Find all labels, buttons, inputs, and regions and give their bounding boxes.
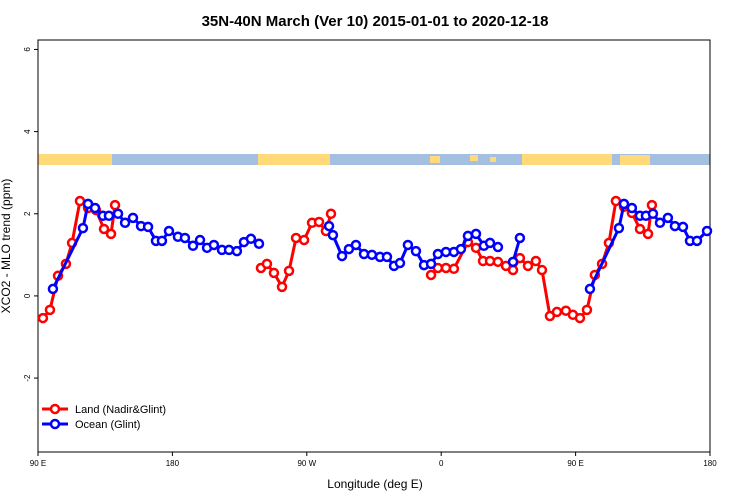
data-point	[381, 251, 393, 263]
data-point	[662, 212, 674, 224]
data-point	[492, 241, 504, 253]
data-point	[410, 245, 422, 257]
data-point	[89, 202, 101, 214]
data-point	[253, 238, 265, 249]
data-point	[514, 232, 526, 244]
data-point	[701, 225, 713, 237]
data-point	[610, 195, 622, 207]
data-point	[484, 237, 496, 249]
data-point	[276, 281, 288, 293]
x-tick-label: 0	[439, 459, 444, 468]
data-point	[536, 264, 548, 276]
data-point	[677, 221, 689, 233]
series-line	[51, 202, 709, 290]
x-tick-label: 180	[166, 459, 180, 468]
data-point	[268, 267, 280, 279]
data-point	[530, 255, 542, 267]
data-point	[223, 244, 235, 256]
data-point	[394, 257, 406, 269]
data-point	[522, 260, 534, 272]
data-point	[47, 283, 59, 295]
data-point	[647, 208, 659, 220]
plot-frame	[37, 39, 711, 453]
data-point	[37, 312, 49, 324]
data-point	[646, 199, 658, 211]
data-point	[642, 228, 654, 240]
data-point	[112, 208, 124, 220]
data-point	[366, 249, 378, 261]
data-point	[187, 240, 199, 252]
data-point	[455, 243, 467, 255]
data-point	[109, 199, 121, 211]
y-tick-label: 4	[23, 129, 32, 134]
data-point	[492, 256, 504, 268]
data-point	[574, 312, 586, 324]
data-point	[127, 212, 139, 224]
data-point	[231, 245, 243, 257]
data-point	[44, 304, 56, 316]
data-point	[470, 228, 482, 240]
map-strip	[38, 154, 710, 165]
data-point	[208, 239, 220, 251]
data-point	[402, 239, 414, 251]
y-tick-label: 6	[23, 47, 32, 52]
data-point	[74, 195, 86, 207]
data-point	[283, 265, 295, 277]
legend-marker	[49, 403, 61, 415]
data-point	[425, 258, 437, 270]
data-point	[327, 229, 339, 241]
data-point	[507, 264, 519, 276]
data-point	[156, 235, 168, 247]
data-point	[325, 208, 337, 220]
y-tick-label: 2	[23, 211, 32, 216]
data-point	[669, 220, 681, 232]
data-point	[425, 269, 437, 281]
data-point	[103, 210, 115, 222]
data-point	[350, 239, 362, 251]
data-point	[584, 283, 596, 295]
y-axis-label: XCO2 - MLO trend (ppm)	[0, 179, 13, 314]
data-point	[323, 220, 335, 232]
x-tick-label: 90 W	[297, 459, 316, 468]
data-point	[261, 258, 273, 270]
data-point	[507, 256, 519, 268]
data-point	[179, 232, 191, 244]
data-point	[313, 216, 325, 228]
data-point	[618, 198, 630, 210]
legend-label: Ocean (Glint)	[75, 419, 140, 431]
data-point	[551, 306, 563, 318]
x-tick-label: 180	[703, 459, 717, 468]
data-point	[462, 230, 474, 242]
data-point	[142, 221, 154, 233]
data-point	[105, 228, 117, 240]
data-point	[634, 223, 646, 235]
legend-label: Land (Nadir&Glint)	[75, 404, 166, 416]
data-point	[613, 222, 625, 234]
data-point	[98, 223, 110, 235]
y-tick-label: -2	[23, 374, 32, 382]
data-point	[245, 233, 257, 245]
data-point	[194, 234, 206, 246]
data-point	[626, 202, 638, 214]
data-point	[654, 217, 666, 229]
y-tick-label: 0	[23, 293, 32, 298]
data-point	[163, 225, 175, 237]
data-point	[691, 235, 703, 247]
data-point	[77, 222, 89, 234]
data-point	[448, 263, 460, 275]
chart-title: 35N-40N March (Ver 10) 2015-01-01 to 202…	[202, 13, 549, 30]
data-point	[290, 232, 302, 244]
legend-marker	[49, 418, 61, 430]
x-tick-label: 90 E	[30, 459, 46, 468]
data-point	[119, 217, 131, 229]
data-point	[581, 304, 593, 316]
data-point	[298, 234, 310, 246]
data-point	[432, 248, 444, 260]
x-axis-label: Longitude (deg E)	[327, 477, 422, 491]
data-point	[336, 250, 348, 262]
x-tick-label: 90 E	[567, 459, 583, 468]
